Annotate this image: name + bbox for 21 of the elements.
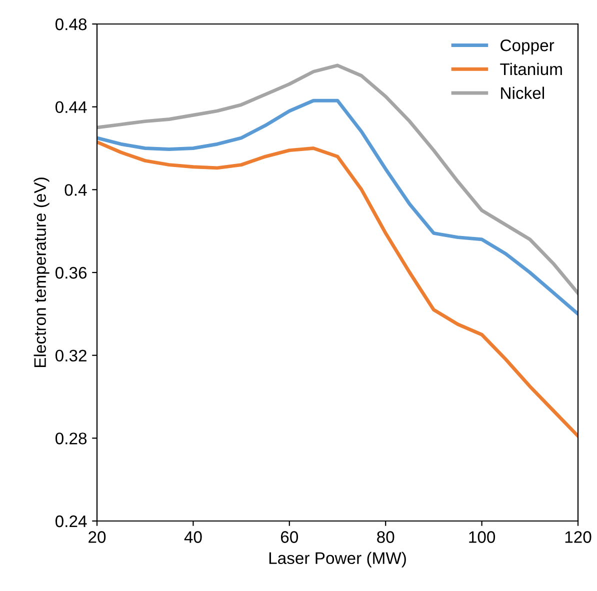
- y-axis-title: Electron temperature (eV): [34, 178, 50, 367]
- y-tick-label: 0.32: [55, 350, 86, 362]
- line-series: [97, 64, 578, 295]
- x-tick-label: 60: [280, 531, 298, 543]
- x-tick-label: 100: [469, 531, 496, 543]
- x-tick-label: 40: [184, 531, 202, 543]
- x-tick-label: 20: [88, 531, 106, 543]
- legend-label: Copper: [500, 39, 554, 55]
- y-tick-label: 0.24: [55, 515, 87, 528]
- y-tick-label: 0.4: [64, 184, 87, 196]
- y-tick-label: 0.36: [55, 266, 87, 279]
- x-tick-label: 80: [377, 531, 394, 543]
- x-tick-label: 120: [565, 531, 592, 543]
- line-series: [97, 140, 578, 438]
- legend-label: Nickel: [501, 86, 544, 99]
- line-series: [97, 98, 578, 316]
- legend-label: Titanium: [500, 62, 562, 76]
- y-tick-label: 0.48: [55, 18, 87, 30]
- y-tick-label: 0.44: [55, 101, 87, 114]
- x-axis-title: Laser Power (MW): [269, 552, 406, 568]
- y-tick-label: 0.28: [55, 432, 87, 444]
